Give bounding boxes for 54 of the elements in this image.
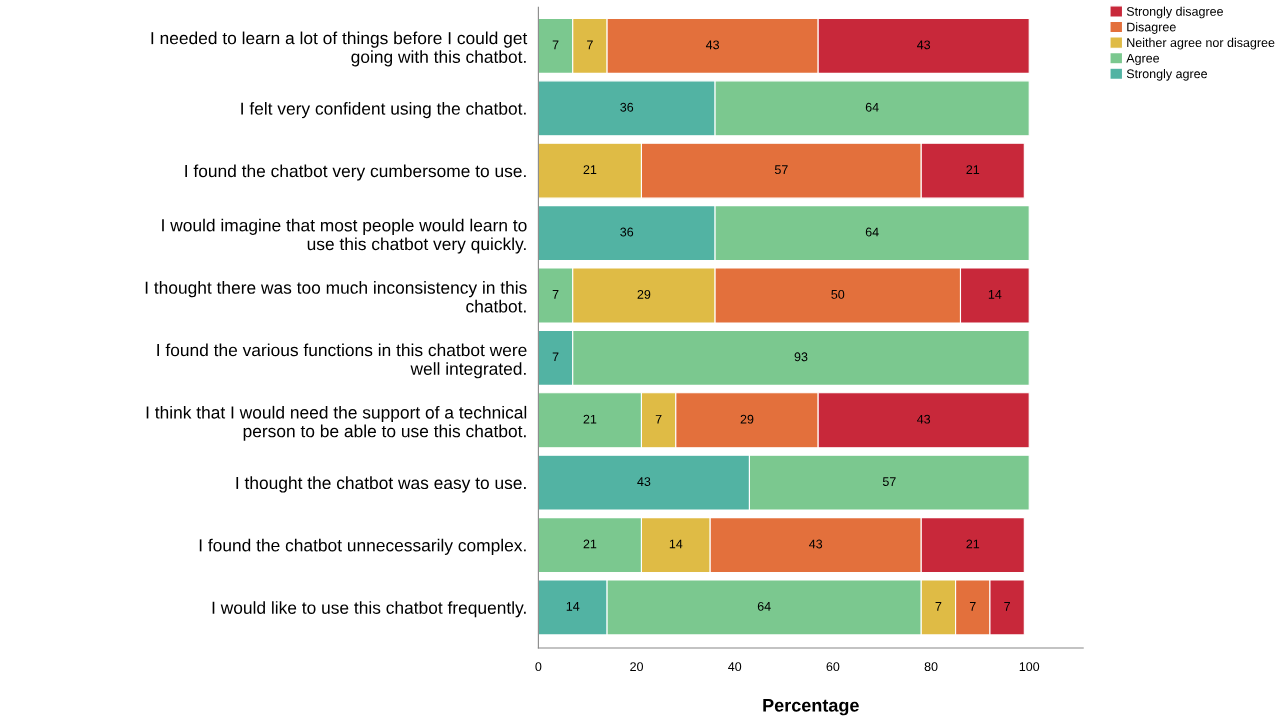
y-tick-label: I found the chatbot unnecessarily complex. [199, 538, 526, 555]
data-label: 64 [757, 601, 771, 611]
data-label: 29 [637, 289, 651, 299]
y-tick-label: I thought the chatbot was easy to use. [236, 476, 526, 493]
data-label: 36 [620, 227, 634, 237]
data-label: 14 [566, 602, 580, 611]
data-label: 7 [655, 414, 662, 424]
legend-label: Strongly disagree [1126, 6, 1223, 19]
y-tick-label: I thought there was too much inconsistency in this chatbot. [145, 281, 527, 313]
x-tick-label: 0 [535, 662, 542, 672]
y-tick-label: I needed to learn a lot of things before I could get going with this chatbot. [151, 31, 528, 67]
data-label: 7 [1004, 602, 1010, 611]
data-label: 57 [882, 477, 896, 486]
data-label: 50 [831, 289, 845, 299]
y-tick-label: I found the chatbot very cumbersome to use. [185, 164, 526, 181]
data-label: 7 [552, 290, 559, 299]
data-label: 64 [865, 102, 879, 112]
data-label: 21 [583, 414, 597, 424]
y-tick-label: I would imagine that most people would learn to use this chatbot very quickly. [162, 218, 527, 254]
x-tick-label: 40 [728, 662, 742, 672]
data-label: 21 [583, 539, 597, 549]
data-label: 7 [552, 40, 559, 50]
y-tick-label: I found the various functions in this chatbot were well integrated. [157, 343, 527, 379]
x-tick-label: 80 [924, 662, 938, 672]
data-label: 7 [935, 602, 942, 611]
legend-label: Disagree [1127, 22, 1176, 34]
x-axis-title: Percentage [763, 699, 859, 716]
x-tick-label: 60 [826, 662, 840, 672]
data-label: 43 [917, 414, 931, 424]
data-label: 43 [917, 40, 931, 50]
data-label: 64 [865, 227, 879, 237]
y-tick-label: I would like to use this chatbot frequently. [212, 601, 526, 618]
y-tick-label: I felt very confident using the chatbot. [241, 102, 526, 119]
x-tick-label: 100 [1019, 662, 1040, 672]
data-label: 7 [552, 352, 559, 362]
legend-label: Strongly agree [1126, 69, 1207, 81]
legend-label: Neither agree nor disagree [1127, 37, 1275, 50]
data-label: 14 [988, 290, 1002, 299]
y-tick-label: I think that I would need the support of a technical person to be able to use this chatbot. [146, 405, 527, 441]
data-label: 36 [620, 102, 634, 112]
data-label: 29 [740, 414, 754, 424]
data-label: 43 [809, 539, 823, 549]
data-label: 43 [705, 40, 720, 50]
data-label: 21 [966, 539, 980, 549]
data-label: 43 [637, 477, 651, 486]
data-label: 21 [966, 165, 980, 174]
legend-label: Agree [1126, 53, 1160, 66]
data-label: 57 [774, 165, 788, 175]
data-label: 93 [794, 352, 808, 362]
data-label: 21 [583, 165, 597, 174]
x-tick-label: 20 [630, 662, 644, 672]
data-label: 14 [669, 539, 683, 549]
data-label: 7 [587, 40, 593, 50]
data-label: 7 [969, 602, 976, 611]
